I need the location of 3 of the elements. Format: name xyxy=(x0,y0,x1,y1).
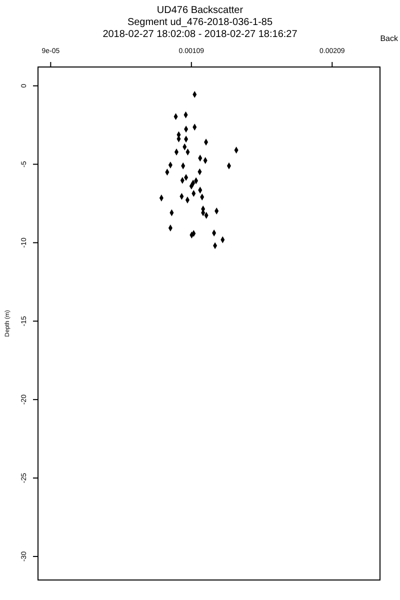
chart-title: UD476 Backscatter xyxy=(156,5,244,16)
chart-subtitle: Segment ud_476-2018-036-1-85 2018-02-27 18:02:08 - 2018-02-27 18:16:27 xyxy=(102,17,298,40)
x-axis-title: Back xyxy=(380,34,399,43)
